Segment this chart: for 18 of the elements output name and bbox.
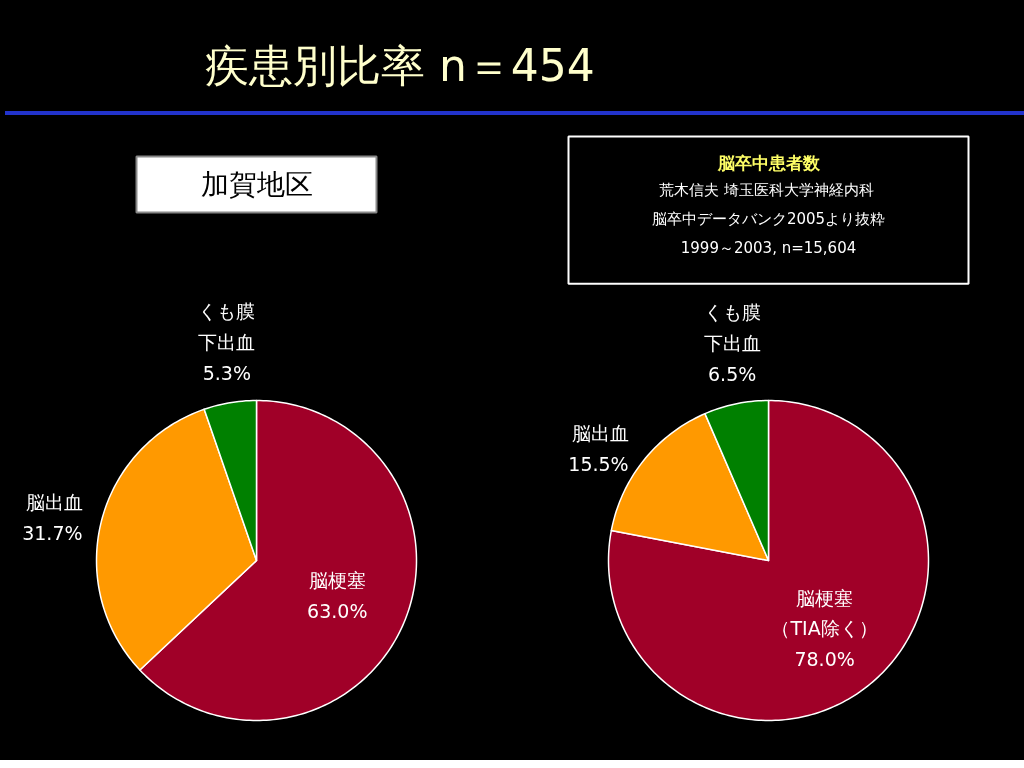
data-label: 5.3%	[202, 361, 251, 384]
data-label: 15.5%	[568, 452, 629, 475]
data-label: 78.0%	[794, 648, 855, 671]
chart-subtitle: 加賀地区	[200, 168, 313, 201]
slice-label: 脳出血	[571, 422, 629, 445]
slice-label: くも膜下出血	[198, 300, 256, 353]
text: 脳卒中データバンク2005より抜粋	[651, 210, 886, 229]
data-label: 6.5%	[708, 363, 757, 386]
slice-label: くも膜下出血	[703, 301, 761, 355]
slice-label: 脳梗塞（TIA除く）	[771, 586, 878, 640]
text: 1999～2003, n=15,604	[680, 238, 857, 257]
slice-label: 脳出血	[25, 491, 83, 514]
data-label: 31.7%	[22, 521, 83, 544]
text: 荒木信夫 埼玉医科大学神経内科	[658, 181, 874, 200]
data-label: 63.0%	[307, 599, 368, 622]
slice-label: 脳梗塞	[308, 569, 366, 592]
chart-title: 脳卒中患者数	[716, 152, 821, 173]
chart-title: 疾患別比率 n＝454	[205, 39, 595, 93]
